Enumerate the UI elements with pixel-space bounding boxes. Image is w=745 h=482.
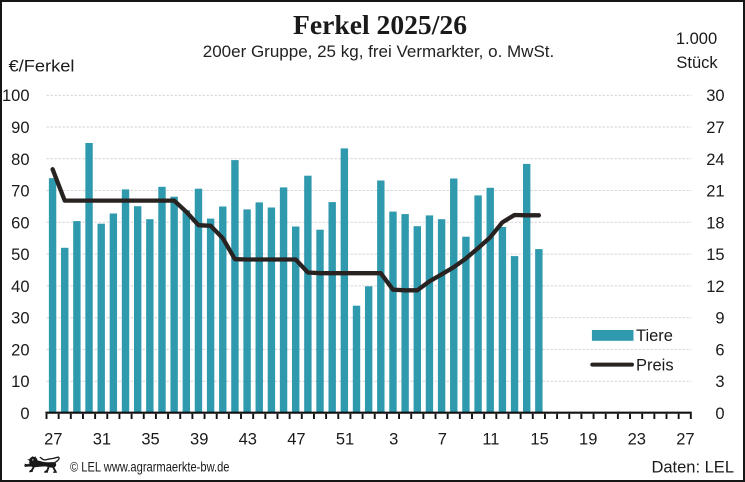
svg-text:18: 18 (706, 214, 724, 232)
svg-text:27: 27 (44, 431, 62, 449)
svg-text:Tiere: Tiere (636, 327, 673, 345)
svg-text:27: 27 (676, 431, 694, 449)
svg-text:© LEL www.agrarmaerkte-bw.de: © LEL www.agrarmaerkte-bw.de (70, 458, 230, 474)
svg-text:3: 3 (715, 373, 724, 391)
svg-text:19: 19 (579, 431, 597, 449)
svg-text:Daten: LEL: Daten: LEL (651, 459, 734, 477)
svg-text:80: 80 (11, 151, 29, 169)
svg-text:Stück: Stück (676, 54, 718, 72)
svg-text:100: 100 (2, 87, 30, 105)
svg-text:Preis: Preis (636, 356, 674, 374)
svg-text:70: 70 (11, 183, 29, 201)
svg-text:3: 3 (389, 431, 398, 449)
svg-text:10: 10 (11, 373, 29, 391)
svg-text:6: 6 (715, 341, 724, 359)
svg-text:51: 51 (336, 431, 354, 449)
svg-text:50: 50 (11, 246, 29, 264)
svg-text:31: 31 (93, 431, 111, 449)
svg-text:43: 43 (239, 431, 257, 449)
svg-text:27: 27 (706, 119, 724, 137)
svg-text:9: 9 (715, 310, 724, 328)
svg-text:15: 15 (706, 246, 724, 264)
svg-text:20: 20 (11, 341, 29, 359)
svg-text:24: 24 (706, 151, 724, 169)
svg-text:60: 60 (11, 214, 29, 232)
svg-text:35: 35 (141, 431, 159, 449)
svg-text:12: 12 (706, 278, 724, 296)
svg-text:11: 11 (482, 431, 499, 449)
svg-text:21: 21 (706, 183, 724, 201)
svg-text:15: 15 (530, 431, 548, 449)
svg-text:0: 0 (715, 405, 724, 423)
svg-text:1.000: 1.000 (676, 30, 717, 48)
svg-text:23: 23 (628, 431, 646, 449)
svg-text:90: 90 (11, 119, 29, 137)
svg-text:47: 47 (287, 431, 305, 449)
svg-text:Ferkel 2025/26: Ferkel 2025/26 (293, 10, 467, 40)
svg-text:30: 30 (11, 310, 29, 328)
svg-text:40: 40 (11, 278, 29, 296)
svg-text:30: 30 (706, 87, 724, 105)
svg-text:39: 39 (190, 431, 208, 449)
svg-text:€/Ferkel: €/Ferkel (9, 57, 75, 75)
svg-text:0: 0 (20, 405, 29, 423)
svg-text:7: 7 (438, 431, 447, 449)
svg-text:200er Gruppe, 25 kg, frei Verm: 200er Gruppe, 25 kg, frei Vermarkter, o.… (203, 42, 555, 61)
